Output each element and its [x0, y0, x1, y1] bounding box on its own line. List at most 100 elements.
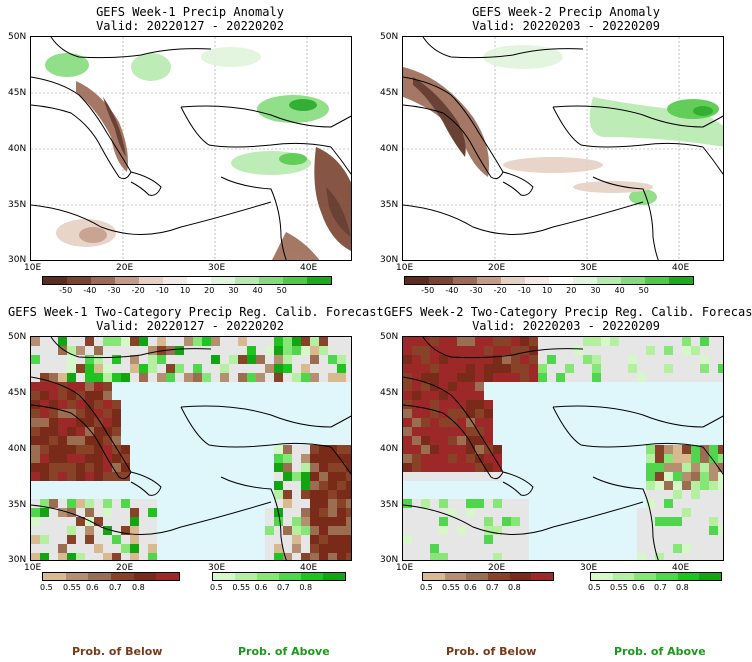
probability-cell — [103, 346, 112, 355]
probability-cell — [283, 526, 292, 535]
probability-cell — [328, 454, 337, 463]
probability-cell — [403, 508, 412, 517]
probability-cell — [202, 364, 211, 373]
lon-label: 20E — [116, 263, 134, 273]
probability-cell — [103, 553, 112, 560]
probability-cell — [85, 463, 94, 472]
probability-cell — [31, 418, 40, 427]
probability-cell — [439, 499, 448, 508]
probability-cell — [67, 445, 76, 454]
probability-cell — [718, 553, 723, 560]
probability-cell — [493, 535, 502, 544]
probability-cell — [673, 346, 682, 355]
probability-cell — [283, 508, 292, 517]
probability-cell — [76, 382, 85, 391]
probability-cell — [148, 553, 157, 560]
probability-cell — [637, 535, 646, 544]
probability-cell — [403, 346, 412, 355]
probability-cell — [691, 481, 700, 490]
probability-cell — [337, 526, 346, 535]
colorbar-swatch — [699, 573, 722, 580]
probability-cell — [130, 373, 139, 382]
probability-cell — [673, 499, 682, 508]
colorbar-label: 0.55 — [442, 583, 460, 592]
lon-label: 40E — [300, 263, 318, 273]
probability-cell — [412, 436, 421, 445]
probability-cell — [439, 391, 448, 400]
probability-cell — [310, 337, 319, 346]
lat-label: 50N — [380, 32, 399, 42]
probability-cell — [466, 391, 475, 400]
probability-cell — [439, 454, 448, 463]
probability-cell — [40, 346, 49, 355]
probability-cell — [283, 535, 292, 544]
probability-cell — [412, 517, 421, 526]
colorbar-label: 10 — [180, 286, 191, 295]
probability-cell — [565, 364, 574, 373]
probability-cell — [520, 535, 529, 544]
probability-cell — [466, 382, 475, 391]
probability-cell — [130, 535, 139, 544]
probability-cell — [664, 553, 673, 560]
above-colorbar-labels: 0.5 0.55 0.6 0.7 0.8 — [588, 583, 722, 593]
probability-cell — [637, 355, 646, 364]
colorbar-swatch — [259, 277, 283, 284]
probability-cell — [49, 391, 58, 400]
probability-cell — [547, 364, 556, 373]
probability-cell — [328, 553, 337, 560]
probability-cell — [718, 526, 723, 535]
probability-cell — [412, 364, 421, 373]
probability-cell — [583, 355, 592, 364]
probability-cell — [493, 499, 502, 508]
probability-cell — [112, 436, 121, 445]
probability-cell — [466, 499, 475, 508]
probability-cell — [328, 337, 337, 346]
probability-cell — [67, 544, 76, 553]
probability-cell — [484, 337, 493, 346]
probability-cell — [556, 355, 565, 364]
probability-cell — [31, 400, 40, 409]
probability-cell — [220, 337, 229, 346]
probability-cell — [274, 490, 283, 499]
probability-cell — [457, 409, 466, 418]
probability-cell — [49, 454, 58, 463]
probability-cell — [493, 472, 502, 481]
probability-cell — [520, 526, 529, 535]
probability-cell — [601, 355, 610, 364]
probability-cell — [520, 337, 529, 346]
probability-cell — [682, 517, 691, 526]
colorbar-swatch — [621, 277, 645, 284]
probability-cell — [265, 517, 274, 526]
probability-cell — [148, 337, 157, 346]
probability-cell — [301, 445, 310, 454]
probability-cell — [58, 364, 67, 373]
probability-cell — [466, 373, 475, 382]
probability-cell — [292, 508, 301, 517]
probability-cell — [583, 364, 592, 373]
probability-cell — [256, 355, 265, 364]
probability-cell — [403, 364, 412, 373]
probability-cell — [58, 400, 67, 409]
probability-cell — [40, 400, 49, 409]
probability-cell — [319, 472, 328, 481]
probability-cell — [85, 544, 94, 553]
probability-cell — [520, 364, 529, 373]
probability-cell — [448, 373, 457, 382]
anomaly-colorbar-labels: -50 -40 -30 -20 -10 10 20 30 40 50 — [42, 286, 332, 296]
probability-cell — [448, 382, 457, 391]
probability-cell — [457, 373, 466, 382]
lon-label: 30E — [208, 563, 226, 573]
probability-cell — [184, 373, 193, 382]
probability-cell — [67, 436, 76, 445]
colorbar-swatch — [444, 573, 467, 580]
probability-cell — [484, 400, 493, 409]
probability-cell — [412, 454, 421, 463]
lat-label: 35N — [8, 200, 27, 210]
probability-cell — [85, 382, 94, 391]
probability-cell — [448, 499, 457, 508]
probability-cell — [31, 391, 40, 400]
probability-cell — [292, 472, 301, 481]
prob-of-above-label: Prob. of Above — [614, 645, 706, 658]
colorbar-swatch — [612, 573, 635, 580]
probability-cell — [31, 526, 40, 535]
